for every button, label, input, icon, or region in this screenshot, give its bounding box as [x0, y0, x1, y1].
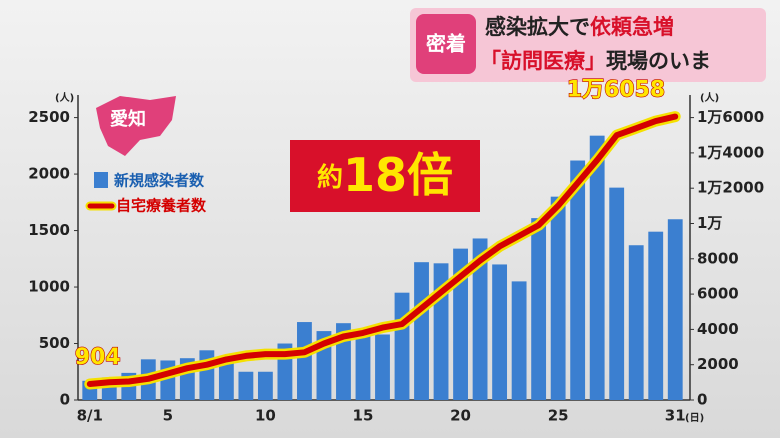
- bar: [218, 359, 234, 400]
- x-tick-label: 5: [163, 407, 173, 425]
- legend-label: 自宅療養者数: [116, 197, 207, 215]
- bar: [375, 334, 390, 400]
- legend-swatch: [94, 172, 108, 188]
- y2-unit: (人): [700, 91, 719, 104]
- bar: [238, 371, 254, 400]
- subhead-emphasis: 「訪問医療」: [480, 49, 606, 73]
- bar: [531, 218, 547, 400]
- y-tick-label: 1000: [28, 278, 70, 296]
- banner-tag: 密着: [426, 32, 466, 56]
- banner-box: [410, 8, 766, 82]
- bar: [648, 231, 664, 400]
- banner: 密着 感染拡大で依頼急増 「訪問医療」現場のいま: [410, 8, 766, 82]
- annotation-prefix: 約: [317, 162, 343, 193]
- x-tick-label: 10: [255, 407, 276, 425]
- x-tick-label: 31: [665, 407, 686, 425]
- bar: [414, 262, 429, 400]
- bar: [589, 135, 605, 400]
- banner-headline: 感染拡大で依頼急増: [485, 15, 674, 39]
- data-label: 1万6058: [567, 78, 666, 103]
- annotation-box: [290, 140, 480, 212]
- x-unit: (日): [685, 412, 704, 424]
- bar: [394, 292, 410, 400]
- annotation-main: 18倍: [343, 148, 453, 202]
- y2-tick-label: 1万6000: [697, 108, 764, 126]
- y2-tick-label: 1万: [697, 214, 722, 232]
- data-label: 904: [75, 345, 121, 370]
- line: [86, 113, 679, 387]
- y2-tick-label: 2000: [697, 355, 739, 373]
- y2-tick-label: 8000: [697, 249, 739, 267]
- x-tick-label: 20: [450, 407, 471, 425]
- y-tick-label: 2500: [28, 108, 70, 126]
- bar: [355, 333, 371, 400]
- bar: [511, 281, 527, 400]
- bar: [550, 196, 566, 400]
- y-tick-label: 2000: [28, 165, 70, 183]
- marks: [82, 111, 683, 400]
- y-tick-label: 0: [60, 391, 70, 409]
- bar: [472, 238, 488, 400]
- y2-tick-label: 0: [697, 391, 707, 409]
- headline-emphasis: 依頼急増: [590, 15, 674, 39]
- x-tick-label: 15: [353, 407, 374, 425]
- y-unit: (人): [55, 91, 74, 104]
- bar: [609, 187, 625, 400]
- bar: [257, 371, 273, 400]
- x-tick-label: 8/1: [77, 407, 103, 425]
- bar: [628, 245, 644, 400]
- bar: [297, 322, 312, 400]
- subhead-part: 現場のいま: [606, 49, 711, 73]
- bar: [667, 219, 683, 400]
- x-tick-label: 25: [548, 407, 569, 425]
- bar: [570, 160, 586, 400]
- y2-tick-label: 6000: [697, 285, 739, 303]
- legend-label: 新規感染者数: [114, 172, 205, 190]
- annotation: 約18倍: [317, 148, 453, 202]
- y2-tick-label: 4000: [697, 320, 739, 338]
- y-tick-label: 500: [39, 334, 70, 352]
- headline-part: 感染拡大で: [485, 15, 590, 39]
- y2-tick-label: 1万2000: [697, 179, 764, 197]
- y2-tick-label: 1万4000: [697, 143, 764, 161]
- y-tick-label: 1500: [28, 221, 70, 239]
- banner-tag-box: [416, 14, 476, 74]
- banner-subhead: 「訪問医療」現場のいま: [480, 49, 711, 73]
- region-shape: [96, 96, 176, 156]
- bar: [492, 264, 508, 400]
- region-label: 愛知: [110, 108, 146, 130]
